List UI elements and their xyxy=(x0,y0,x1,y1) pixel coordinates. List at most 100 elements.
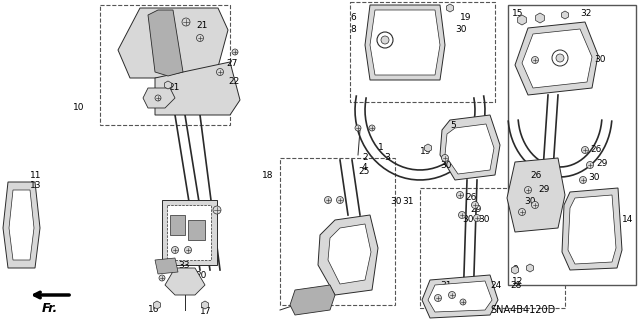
Polygon shape xyxy=(155,258,178,274)
Text: 1: 1 xyxy=(378,144,384,152)
Text: 9: 9 xyxy=(512,265,518,275)
Polygon shape xyxy=(522,29,592,88)
Polygon shape xyxy=(440,115,500,180)
Polygon shape xyxy=(118,8,228,78)
Polygon shape xyxy=(536,13,545,23)
Polygon shape xyxy=(562,188,622,270)
Polygon shape xyxy=(561,11,568,19)
Circle shape xyxy=(552,50,568,66)
Circle shape xyxy=(155,95,161,101)
Text: 30: 30 xyxy=(455,26,467,34)
Text: 30: 30 xyxy=(390,197,401,206)
Text: 29: 29 xyxy=(596,159,607,167)
Circle shape xyxy=(184,247,191,254)
Polygon shape xyxy=(518,15,526,25)
Polygon shape xyxy=(165,268,205,295)
Circle shape xyxy=(556,54,564,62)
Polygon shape xyxy=(170,215,185,235)
Text: 29: 29 xyxy=(538,186,549,195)
Polygon shape xyxy=(164,81,172,89)
Circle shape xyxy=(472,202,479,209)
Polygon shape xyxy=(154,301,161,309)
Circle shape xyxy=(582,146,589,153)
Text: 30: 30 xyxy=(588,174,600,182)
Circle shape xyxy=(460,299,466,305)
Circle shape xyxy=(435,294,442,301)
Text: 8: 8 xyxy=(350,26,356,34)
Text: 13: 13 xyxy=(30,182,42,190)
Text: 30: 30 xyxy=(440,160,451,169)
Polygon shape xyxy=(155,62,240,115)
Circle shape xyxy=(337,197,344,204)
Circle shape xyxy=(458,211,465,219)
Circle shape xyxy=(474,214,481,221)
Bar xyxy=(508,5,636,285)
Circle shape xyxy=(579,176,586,183)
Polygon shape xyxy=(507,158,565,232)
Circle shape xyxy=(159,275,165,281)
Bar xyxy=(280,158,395,305)
Circle shape xyxy=(213,206,221,214)
Polygon shape xyxy=(328,224,371,284)
Circle shape xyxy=(377,32,393,48)
Text: 17: 17 xyxy=(200,308,211,316)
Text: 26: 26 xyxy=(465,194,476,203)
Text: 30: 30 xyxy=(478,216,490,225)
Polygon shape xyxy=(568,195,616,264)
Circle shape xyxy=(182,18,190,26)
Circle shape xyxy=(531,202,538,209)
Bar xyxy=(167,205,211,260)
Circle shape xyxy=(525,187,531,194)
Polygon shape xyxy=(188,220,205,240)
Text: 10: 10 xyxy=(73,103,84,113)
Polygon shape xyxy=(447,4,454,12)
Polygon shape xyxy=(527,264,534,272)
Polygon shape xyxy=(428,281,492,312)
Text: 30: 30 xyxy=(462,216,474,225)
Circle shape xyxy=(172,247,179,254)
Text: Fr.: Fr. xyxy=(42,301,58,315)
Bar xyxy=(350,2,495,102)
Text: 30: 30 xyxy=(524,197,536,206)
Circle shape xyxy=(456,191,463,198)
Polygon shape xyxy=(9,190,34,260)
Text: 19: 19 xyxy=(420,147,431,157)
Circle shape xyxy=(381,36,389,44)
Text: 14: 14 xyxy=(622,216,634,225)
Text: 6: 6 xyxy=(350,13,356,23)
Text: 26: 26 xyxy=(530,170,541,180)
Text: 32: 32 xyxy=(580,10,591,19)
Polygon shape xyxy=(445,124,494,174)
Text: 33: 33 xyxy=(178,261,189,270)
Text: 7: 7 xyxy=(590,226,596,234)
Text: 30: 30 xyxy=(172,276,184,285)
Text: 12: 12 xyxy=(512,278,524,286)
Circle shape xyxy=(232,49,238,55)
Text: 31: 31 xyxy=(402,197,413,206)
Text: 16: 16 xyxy=(148,306,159,315)
Text: 5: 5 xyxy=(450,121,456,130)
Circle shape xyxy=(442,154,449,161)
Text: 2: 2 xyxy=(362,153,367,162)
Text: 21: 21 xyxy=(196,20,207,29)
Polygon shape xyxy=(3,182,40,268)
Circle shape xyxy=(324,197,332,204)
Circle shape xyxy=(586,161,593,168)
Polygon shape xyxy=(143,88,175,108)
Polygon shape xyxy=(148,10,183,76)
Text: 26: 26 xyxy=(590,145,602,154)
Text: 11: 11 xyxy=(30,170,42,180)
Circle shape xyxy=(369,125,375,131)
Text: 3: 3 xyxy=(384,153,390,162)
Bar xyxy=(100,5,230,125)
Text: 30: 30 xyxy=(594,56,605,64)
Polygon shape xyxy=(365,5,445,80)
Polygon shape xyxy=(424,144,431,152)
Polygon shape xyxy=(202,301,209,309)
Text: 27: 27 xyxy=(226,60,237,69)
Circle shape xyxy=(531,56,538,63)
Text: 28: 28 xyxy=(510,280,522,290)
Text: 24: 24 xyxy=(490,280,501,290)
Circle shape xyxy=(449,292,456,299)
Text: 18: 18 xyxy=(262,170,273,180)
